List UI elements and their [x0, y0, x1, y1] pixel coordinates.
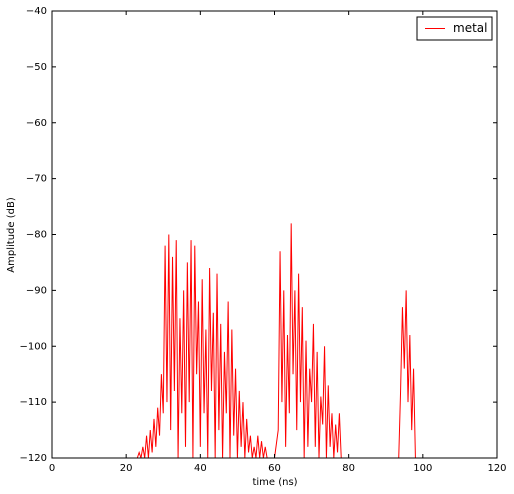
x-tick-label: 100 [413, 463, 432, 474]
x-tick-label: 60 [268, 463, 281, 474]
x-tick-label: 80 [342, 463, 355, 474]
y-axis-label: Amplitude (dB) [6, 197, 17, 273]
x-axis-label: time (ns) [252, 477, 297, 488]
x-tick-label: 0 [49, 463, 55, 474]
y-tick-label: −100 [20, 341, 47, 352]
y-tick-label: −40 [26, 6, 47, 17]
x-tick-label: 20 [120, 463, 133, 474]
y-tick-label: −120 [20, 453, 47, 464]
x-tick-label: 40 [194, 463, 207, 474]
legend-box [416, 16, 493, 41]
y-tick-label: −90 [26, 285, 47, 296]
y-tick-label: −70 [26, 174, 47, 185]
y-tick-label: −60 [26, 118, 47, 129]
legend-label: metal [453, 21, 487, 35]
y-tick-label: −110 [20, 397, 47, 408]
x-tick-label: 120 [487, 463, 506, 474]
y-tick-label: −50 [26, 62, 47, 73]
y-tick-label: −80 [26, 230, 47, 241]
